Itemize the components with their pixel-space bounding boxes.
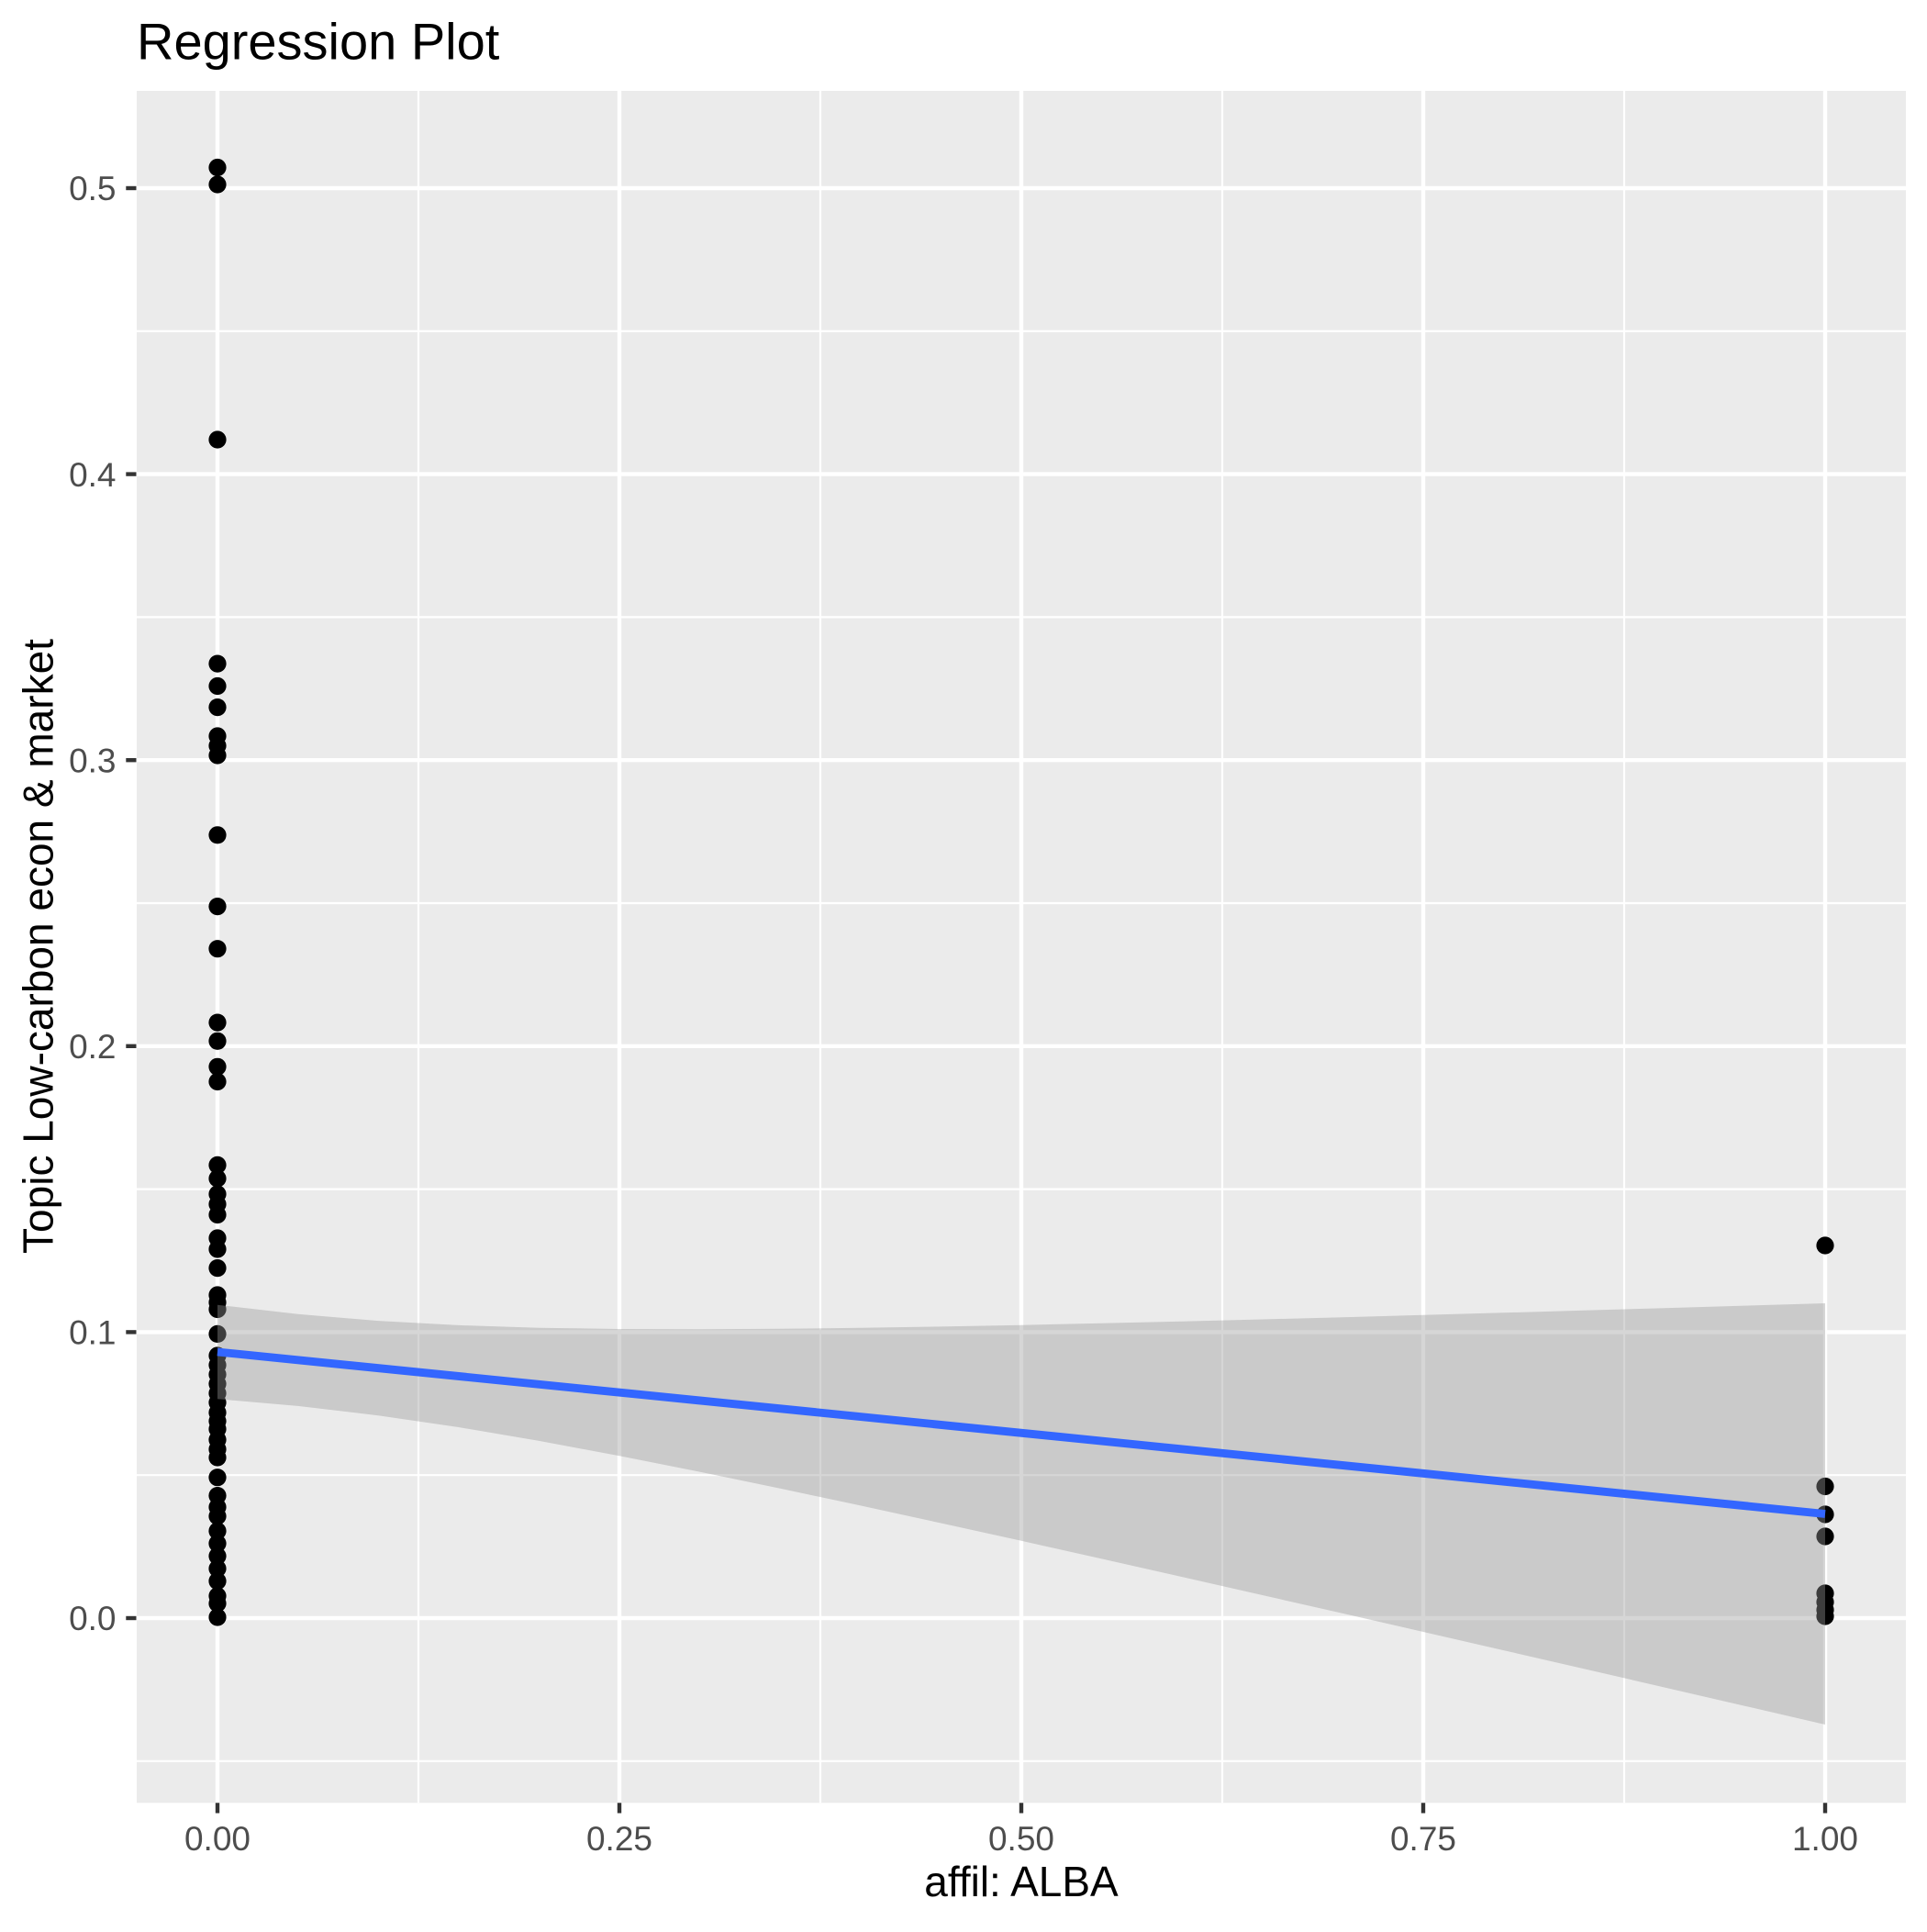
- svg-text:0.25: 0.25: [586, 1820, 652, 1858]
- svg-text:0.3: 0.3: [69, 742, 116, 779]
- svg-text:0.00: 0.00: [184, 1820, 251, 1858]
- svg-text:1.00: 1.00: [1792, 1820, 1858, 1858]
- svg-text:0.75: 0.75: [1390, 1820, 1456, 1858]
- svg-text:0.4: 0.4: [69, 456, 116, 494]
- svg-text:0.50: 0.50: [988, 1820, 1054, 1858]
- svg-text:affil: ALBA: affil: ALBA: [924, 1858, 1119, 1905]
- svg-text:0.2: 0.2: [69, 1028, 116, 1066]
- svg-text:0.0: 0.0: [69, 1600, 116, 1637]
- svg-text:0.1: 0.1: [69, 1314, 116, 1352]
- svg-text:Topic Low-carbon econ & market: Topic Low-carbon econ & market: [15, 639, 62, 1254]
- svg-text:0.5: 0.5: [69, 170, 116, 207]
- svg-text:Regression Plot: Regression Plot: [137, 13, 500, 71]
